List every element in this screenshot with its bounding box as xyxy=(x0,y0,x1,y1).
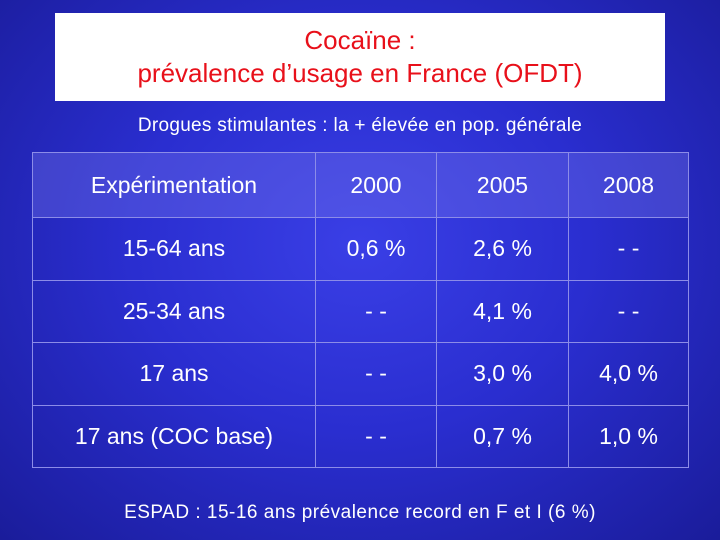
subtitle: Drogues stimulantes : la + élevée en pop… xyxy=(137,115,583,136)
row-label: 17 ans (COC base) xyxy=(32,404,316,468)
title-box: Cocaïne : prévalence d’usage en France (… xyxy=(55,13,665,101)
table-cell: 3,0 % xyxy=(436,342,569,406)
header-year-2008: 2008 xyxy=(568,152,689,218)
header-year-2000: 2000 xyxy=(315,152,437,218)
table-cell: - - xyxy=(315,279,437,343)
title-line-2: prévalence d’usage en France (OFDT) xyxy=(137,58,583,88)
prevalence-table: Expérimentation 2000 2005 2008 15-64 ans… xyxy=(32,152,689,468)
row-label: 25-34 ans xyxy=(32,279,316,343)
table-cell: 1,0 % xyxy=(568,404,689,468)
table-cell: 0,7 % xyxy=(436,404,569,468)
table-row: 17 ans (COC base) - - 0,7 % 1,0 % xyxy=(32,404,689,468)
table-row: 25-34 ans - - 4,1 % - - xyxy=(32,279,689,343)
table-header-row: Expérimentation 2000 2005 2008 xyxy=(32,152,689,218)
table-row: 15-64 ans 0,6 % 2,6 % - - xyxy=(32,217,689,281)
footer-note: ESPAD : 15-16 ans prévalence record en F… xyxy=(124,502,596,523)
header-category: Expérimentation xyxy=(32,152,316,218)
table-cell: 0,6 % xyxy=(315,217,437,281)
table-cell: - - xyxy=(315,342,437,406)
table-cell: 4,1 % xyxy=(436,279,569,343)
row-label: 17 ans xyxy=(32,342,316,406)
table-cell: 4,0 % xyxy=(568,342,689,406)
row-label: 15-64 ans xyxy=(32,217,316,281)
table-cell: 2,6 % xyxy=(436,217,569,281)
table-cell: - - xyxy=(568,217,689,281)
table-cell: - - xyxy=(568,279,689,343)
header-year-2005: 2005 xyxy=(436,152,569,218)
table-cell: - - xyxy=(315,404,437,468)
table-row: 17 ans - - 3,0 % 4,0 % xyxy=(32,342,689,406)
title-line-1: Cocaïne : xyxy=(304,25,416,55)
